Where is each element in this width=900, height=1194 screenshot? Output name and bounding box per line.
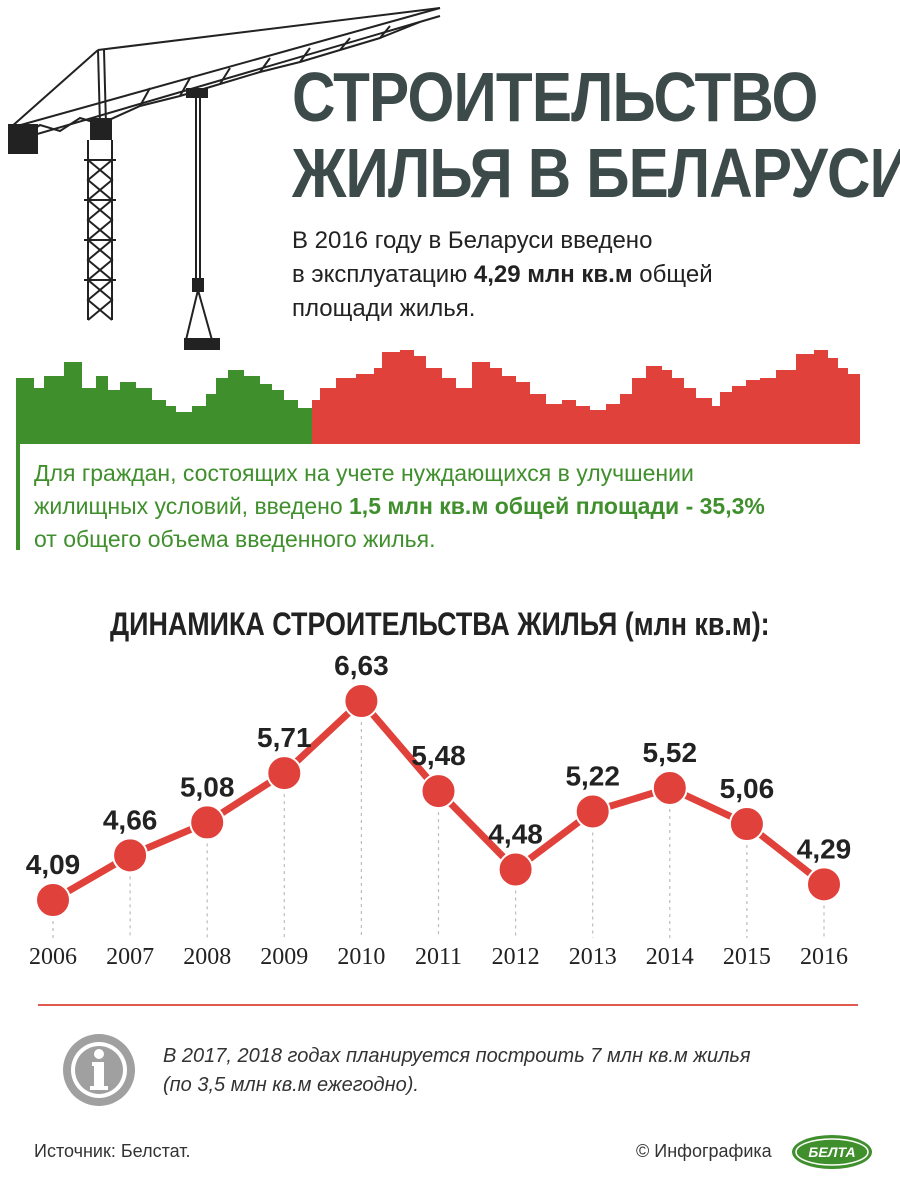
- x-tick-label: 2007: [106, 944, 154, 970]
- chart-title-unit: (млн кв.м):: [624, 606, 770, 642]
- infographic-credit: © Инфографика: [636, 1141, 772, 1161]
- x-tick-label: 2010: [337, 944, 385, 970]
- section-divider: [38, 1004, 858, 1006]
- data-label: 4,09: [26, 849, 81, 880]
- data-label: 6,63: [334, 650, 389, 681]
- x-tick-label: 2012: [492, 944, 540, 970]
- data-point: [266, 755, 303, 792]
- data-label: 5,52: [643, 737, 698, 768]
- page-title-line-2: ЖИЛЬЯ В БЕЛАРУСИ: [292, 134, 900, 212]
- data-point: [420, 773, 457, 810]
- x-tick-label: 2013: [569, 944, 617, 970]
- data-point: [189, 804, 226, 841]
- data-point: [728, 806, 765, 843]
- chart-title: ДИНАМИКА СТРОИТЕЛЬСТВА ЖИЛЬЯ (млн кв.м):: [110, 606, 770, 643]
- belta-logo-text: БЕЛТА: [808, 1144, 855, 1160]
- highlight-rule: [16, 444, 20, 550]
- x-tick-label: 2006: [29, 944, 77, 970]
- data-point: [806, 866, 842, 903]
- page-title-line-1: СТРОИТЕЛЬСТВО: [292, 58, 818, 136]
- chart-title-main: ДИНАМИКА СТРОИТЕЛЬСТВА ЖИЛЬЯ: [110, 606, 618, 642]
- source-text: Источник: Белстат.: [34, 1141, 191, 1161]
- data-label: 4,48: [488, 818, 543, 849]
- city-skyline: [16, 350, 860, 444]
- data-point: [35, 882, 71, 918]
- data-label: 5,22: [565, 760, 620, 791]
- intro-line-3: площади жилья.: [292, 295, 476, 322]
- intro-line-2: в эксплуатацию 4,29 млн кв.м общей: [292, 258, 713, 292]
- highlight-line-2: жилищных условий, введено 1,5 млн кв.м о…: [34, 490, 765, 523]
- intro-total-area: 4,29 млн кв.м: [473, 261, 633, 288]
- x-tick-label: 2011: [415, 944, 462, 970]
- note-line-1: В 2017, 2018 годах планируется построить…: [163, 1045, 751, 1067]
- highlight-line-3: от общего объема введенного жилья.: [34, 526, 436, 552]
- data-label: 5,06: [720, 773, 775, 804]
- intro-line-2-post: общей: [632, 261, 713, 288]
- data-point: [651, 769, 688, 806]
- data-label: 4,29: [797, 833, 852, 864]
- data-point: [497, 851, 534, 888]
- info-icon: [63, 1034, 135, 1106]
- data-label: 4,66: [103, 804, 158, 835]
- x-tick-label: 2015: [723, 944, 771, 970]
- note-line-2: (по 3,5 млн кв.м ежегодно).: [163, 1074, 419, 1096]
- data-label: 5,08: [180, 771, 235, 802]
- x-tick-label: 2009: [260, 944, 308, 970]
- construction-crane-icon: [8, 7, 441, 350]
- x-tick-label: 2016: [800, 944, 848, 970]
- x-tick-label: 2008: [183, 944, 231, 970]
- data-label: 5,71: [257, 722, 312, 753]
- data-label: 5,48: [411, 740, 466, 771]
- data-point: [574, 793, 611, 830]
- highlight-line-1: Для граждан, состоящих на учете нуждающи…: [34, 460, 694, 486]
- intro-line-1: В 2016 году в Беларуси введено: [292, 227, 653, 254]
- data-point: [343, 683, 380, 719]
- highlight-line-2-pre: жилищных условий, введено: [34, 493, 350, 519]
- data-point: [112, 837, 149, 874]
- housing-line-chart: 4,09 4,66 5,08 5,71 6,63 5,48 4,48 5,22 5,52 5,06…: [26, 650, 852, 970]
- intro-line-2-pre: в эксплуатацию: [292, 261, 474, 288]
- x-tick-label: 2014: [646, 944, 694, 970]
- highlight-share: 1,5 млн кв.м общей площади - 35,3%: [349, 493, 765, 519]
- belta-logo: БЕЛТА: [792, 1135, 872, 1169]
